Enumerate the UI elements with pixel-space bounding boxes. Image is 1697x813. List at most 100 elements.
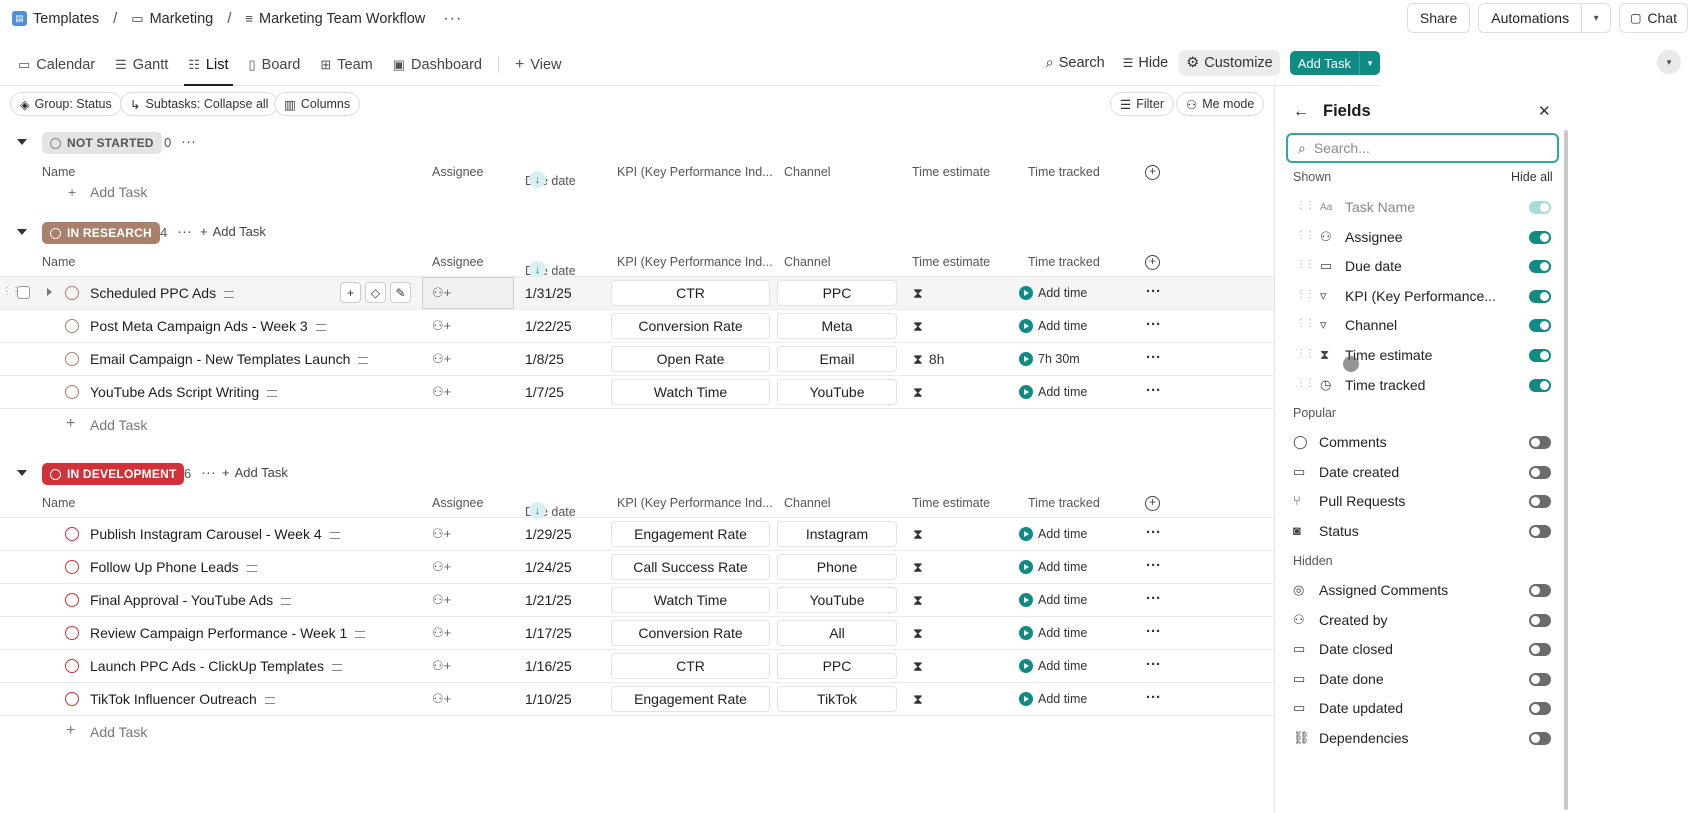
add-task-row[interactable]: + Add Task <box>0 186 1380 198</box>
drag-handle-icon[interactable]: ⋮⋮ <box>1296 229 1315 241</box>
task-row[interactable]: Email Campaign - New Templates Launch ⚇+ 1… <box>0 342 1380 375</box>
collapse-caret-icon[interactable] <box>17 139 27 145</box>
group-menu-icon[interactable]: ··· <box>181 133 196 150</box>
task-status-icon[interactable] <box>65 692 79 706</box>
column-kpi[interactable]: KPI (Key Performance Ind... <box>617 496 773 510</box>
row-menu-icon[interactable]: ··· <box>1146 590 1161 607</box>
add-assignee-icon[interactable]: ⚇+ <box>432 526 452 541</box>
task-name[interactable]: Scheduled PPC Ads <box>90 285 235 301</box>
task-status-icon[interactable] <box>65 659 79 673</box>
assignee-cell[interactable] <box>422 277 514 309</box>
field-row[interactable]: ▭ Date closed <box>1275 635 1570 664</box>
status-badge[interactable]: NOT STARTED <box>42 132 162 154</box>
add-column-icon[interactable]: + <box>1145 165 1160 180</box>
field-row[interactable]: ⋮⋮ ⧗ Time estimate <box>1275 341 1570 370</box>
due-date-value[interactable]: 1/7/25 <box>525 384 564 400</box>
column-channel[interactable]: Channel <box>784 496 831 510</box>
breadcrumb-current-list[interactable]: Marketing Team Workflow <box>259 10 426 27</box>
row-menu-icon[interactable]: ··· <box>1146 689 1161 706</box>
add-assignee-icon[interactable]: ⚇+ <box>432 691 452 706</box>
field-toggle[interactable] <box>1529 524 1551 538</box>
field-toggle[interactable] <box>1529 465 1551 479</box>
tab-board[interactable]: ▯ Board <box>239 44 311 85</box>
time-tracked-cell[interactable]: Add time <box>1019 527 1087 541</box>
kpi-dropdown[interactable]: CTR <box>611 653 770 679</box>
time-tracked-cell[interactable]: Add time <box>1019 286 1087 300</box>
add-task-row[interactable]: + Add Task <box>0 408 1380 441</box>
tab-calendar[interactable]: ▭ Calendar <box>16 44 105 85</box>
task-name[interactable]: Post Meta Campaign Ads - Week 3 <box>90 318 326 334</box>
channel-dropdown[interactable]: YouTube <box>777 379 897 405</box>
channel-dropdown[interactable]: PPC <box>777 653 897 679</box>
search-button[interactable]: ⌕ Search <box>1039 50 1112 76</box>
task-status-icon[interactable] <box>65 286 79 300</box>
row-menu-icon[interactable]: ··· <box>1146 283 1161 300</box>
field-row[interactable]: ◙ Status <box>1275 517 1570 546</box>
play-icon[interactable] <box>1019 659 1033 673</box>
task-status-icon[interactable] <box>65 352 79 366</box>
task-row[interactable]: Review Campaign Performance - Week 1 ⚇+ 1/… <box>0 616 1380 649</box>
due-date-value[interactable]: 1/16/25 <box>525 658 572 674</box>
field-toggle[interactable] <box>1529 643 1551 657</box>
channel-dropdown[interactable]: YouTube <box>777 587 897 613</box>
field-toggle[interactable] <box>1529 319 1551 333</box>
field-toggle[interactable] <box>1529 230 1551 244</box>
column-time-estimate[interactable]: Time estimate <box>912 165 991 179</box>
time-tracked-cell[interactable]: Add time <box>1019 593 1087 607</box>
task-name[interactable]: Final Approval - YouTube Ads <box>90 592 292 608</box>
task-row[interactable]: Final Approval - YouTube Ads ⚇+ 1/21/25 Wat… <box>0 583 1380 616</box>
due-date-value[interactable]: 1/8/25 <box>525 351 564 367</box>
due-date-value[interactable]: 1/24/25 <box>525 559 572 575</box>
field-row[interactable]: ⋮⋮ ▿ Channel <box>1275 311 1570 340</box>
tab-gantt[interactable]: ☰ Gantt <box>105 44 178 85</box>
group-menu-icon[interactable]: ··· <box>201 464 216 481</box>
field-row[interactable]: ⑂ Pull Requests <box>1275 487 1570 516</box>
add-assignee-icon[interactable]: ⚇+ <box>432 658 452 673</box>
kpi-dropdown[interactable]: Call Success Rate <box>611 554 770 580</box>
add-assignee-icon[interactable]: ⚇+ <box>432 384 452 399</box>
column-channel[interactable]: Channel <box>784 255 831 269</box>
field-toggle[interactable] <box>1529 672 1551 686</box>
time-estimate-cell[interactable]: ⧗ <box>913 691 929 708</box>
field-row[interactable]: ▭ Date updated <box>1275 694 1570 723</box>
add-assignee-icon[interactable]: ⚇+ <box>432 559 452 574</box>
group-by-chip[interactable]: ◈ Group: Status <box>10 92 122 116</box>
time-estimate-cell[interactable]: ⧗ <box>913 384 929 401</box>
time-estimate-cell[interactable]: ⧗ <box>913 592 929 609</box>
expand-subtasks-icon[interactable] <box>47 288 52 296</box>
task-name[interactable]: Follow Up Phone Leads <box>90 559 257 575</box>
column-channel[interactable]: Channel <box>784 165 831 179</box>
column-name[interactable]: Name <box>42 496 76 510</box>
channel-dropdown[interactable]: Phone <box>777 554 897 580</box>
status-badge[interactable]: IN DEVELOPMENT <box>42 463 185 485</box>
tag-icon[interactable]: ◇ <box>365 282 386 303</box>
column-time-estimate[interactable]: Time estimate <box>912 496 991 510</box>
sort-arrow-icon[interactable]: ↓ <box>529 171 546 188</box>
time-tracked-cell[interactable]: Add time <box>1019 385 1087 399</box>
kpi-dropdown[interactable]: Open Rate <box>611 346 770 372</box>
kpi-dropdown[interactable]: Watch Time <box>611 379 770 405</box>
channel-dropdown[interactable]: Meta <box>777 313 897 339</box>
time-estimate-cell[interactable]: ⧗ <box>913 559 929 576</box>
customize-button[interactable]: ⚙ Customize <box>1179 50 1280 76</box>
field-row[interactable]: ◯ Comments <box>1275 428 1570 457</box>
add-column-icon[interactable]: + <box>1145 496 1160 511</box>
due-date-value[interactable]: 1/10/25 <box>525 691 572 707</box>
field-row[interactable]: ▭ Date created <box>1275 458 1570 487</box>
due-date-value[interactable]: 1/21/25 <box>525 592 572 608</box>
task-row[interactable]: Launch PPC Ads - ClickUp Templates ⚇+ 1/16… <box>0 649 1380 682</box>
time-estimate-cell[interactable]: ⧗ 8h <box>913 351 944 368</box>
collapse-toolbar-icon[interactable]: ▾ <box>1657 50 1681 74</box>
filter-chip[interactable]: ☰ Filter <box>1110 92 1174 116</box>
time-estimate-cell[interactable]: ⧗ <box>913 526 929 543</box>
field-row[interactable]: ⋮⋮ ▭ Due date <box>1275 252 1570 281</box>
add-assignee-icon[interactable]: ⚇+ <box>432 625 452 640</box>
field-toggle[interactable] <box>1529 289 1551 303</box>
task-row[interactable]: Post Meta Campaign Ads - Week 3 ⚇+ 1/22/25… <box>0 309 1380 342</box>
chevron-down-icon[interactable]: ▾ <box>1593 12 1599 24</box>
column-assignee[interactable]: Assignee <box>432 496 484 510</box>
channel-dropdown[interactable]: TikTok <box>777 686 897 712</box>
time-tracked-cell[interactable]: Add time <box>1019 626 1087 640</box>
add-assignee-icon[interactable]: ⚇+ <box>432 592 452 607</box>
row-menu-icon[interactable]: ··· <box>1146 349 1161 366</box>
